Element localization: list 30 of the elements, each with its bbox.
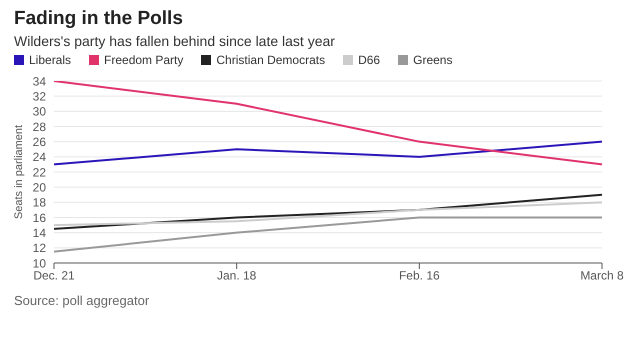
x-tick-label: Dec. 21 — [33, 268, 75, 283]
legend-label: Liberals — [29, 53, 72, 67]
y-tick-label: 28 — [32, 120, 46, 134]
y-tick-label: 22 — [32, 165, 46, 180]
y-tick-label: 26 — [32, 134, 46, 149]
legend-label: Freedom Party — [104, 53, 184, 67]
x-tick-label: Jan. 18 — [216, 268, 257, 283]
y-tick-label: 10 — [32, 256, 46, 270]
line-series — [53, 81, 603, 166]
x-tick-label: March 8 — [580, 268, 624, 283]
line-series — [53, 140, 603, 166]
y-tick-label: 16 — [32, 210, 46, 225]
chart-title: Fading in the Polls — [14, 8, 184, 30]
line-series — [53, 194, 603, 230]
x-tick-label: Feb. 16 — [398, 268, 440, 283]
y-tick-label: 34 — [32, 74, 46, 88]
line-series — [53, 201, 603, 226]
legend-label: D66 — [358, 53, 380, 67]
y-tick-label: 30 — [32, 104, 46, 119]
y-tick-label: 12 — [32, 241, 46, 256]
legend-label: Greens — [413, 53, 452, 67]
y-tick-label: 18 — [32, 196, 46, 210]
y-tick-label: 32 — [32, 89, 46, 104]
y-tick-label: 14 — [32, 226, 46, 240]
legend-label: Christian Democrats — [216, 53, 326, 67]
chart-subtitle: Wilders's party has fallen behind since late last year — [14, 33, 336, 49]
y-axis-title: Seats in parliament — [12, 124, 25, 220]
y-tick-label: 20 — [32, 180, 46, 194]
source-note: Source: poll aggregator — [14, 293, 150, 308]
y-tick-label: 24 — [32, 150, 46, 164]
